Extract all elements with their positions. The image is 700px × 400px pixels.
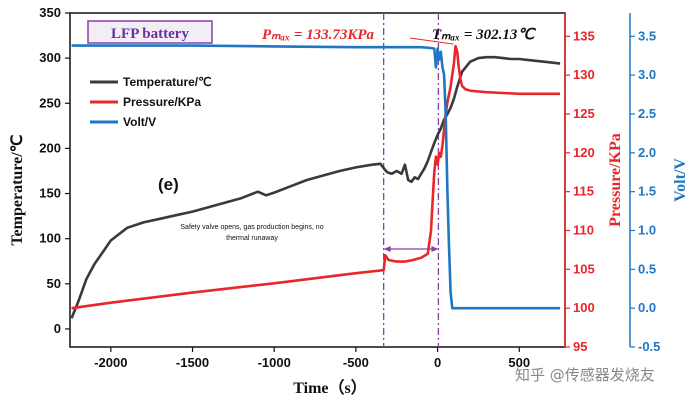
left-tick-label: 300 xyxy=(39,50,61,65)
battery-badge-box xyxy=(87,20,213,44)
watermark: 知乎 @传感器发烧友 xyxy=(515,366,655,384)
volt-tick-label: 3.0 xyxy=(638,67,656,82)
volt-tick-label: 0.5 xyxy=(638,261,656,276)
x-tick-label: 500 xyxy=(508,355,530,370)
battery-badge: LFP battery xyxy=(111,26,189,42)
x-tick-label: -1500 xyxy=(176,355,209,370)
volt-tick-label: 3.5 xyxy=(638,28,656,43)
left-tick-label: 0 xyxy=(54,321,61,336)
left-axis-title: Temperature/℃ xyxy=(9,134,26,245)
pressure-tick-label: 130 xyxy=(573,67,595,82)
volt-tick-label: -0.5 xyxy=(638,339,660,354)
legend-label-temperature: Temperature/℃ xyxy=(123,75,212,89)
left-tick-label: 250 xyxy=(39,95,61,110)
series-line-temperature xyxy=(70,55,561,319)
series-line-volt xyxy=(71,44,561,310)
pmax-pointer xyxy=(409,37,454,45)
pmax-label: Pₘₐₓ = 133.73KPa xyxy=(262,27,375,43)
x-axis-title: Time（s） xyxy=(293,379,367,397)
pressure-tick-label: 120 xyxy=(573,145,595,160)
x-tick-label: -500 xyxy=(343,355,369,370)
x-tick-label: -2000 xyxy=(94,355,127,370)
pressure-tick-label: 100 xyxy=(573,300,595,315)
left-tick-label: 100 xyxy=(39,231,61,246)
volt-tick-label: 0.0 xyxy=(638,300,656,315)
x-tick-label: 0 xyxy=(434,355,441,370)
volt-tick-label: 1.0 xyxy=(638,222,656,237)
left-tick-label: 150 xyxy=(39,186,61,201)
left-tick-label: 50 xyxy=(47,276,61,291)
pressure-tick-label: 105 xyxy=(573,261,595,276)
pressure-tick-label: 110 xyxy=(573,222,594,237)
left-tick-label: 350 xyxy=(39,5,61,20)
note-line-1: Safety valve opens, gas production begin… xyxy=(180,224,323,231)
pressure-axis-title: Pressure/KPa xyxy=(607,133,624,227)
pressure-tick-label: 125 xyxy=(573,106,595,121)
legend-label-volt: Volt/V xyxy=(123,115,156,129)
note-line-2: thermal runaway xyxy=(226,235,278,242)
pressure-tick-label: 135 xyxy=(573,28,595,43)
volt-tick-label: 2.5 xyxy=(638,106,656,121)
legend-label-pressure: Pressure/KPa xyxy=(123,95,201,109)
volt-tick-label: 2.0 xyxy=(638,145,656,160)
x-tick-label: -1000 xyxy=(258,355,291,370)
panel-label: (e) xyxy=(158,175,179,194)
note-arrow-head-left xyxy=(383,246,391,252)
volt-tick-label: 1.5 xyxy=(638,184,656,199)
plot-frame xyxy=(69,12,566,348)
volt-axis-title: Volt/V xyxy=(672,158,689,202)
legend: Temperature/℃ Pressure/KPa Volt/V xyxy=(90,75,212,129)
series-line-pressure xyxy=(71,44,561,310)
tmax-label: Tₘₐₓ = 302.13℃ xyxy=(432,27,536,43)
left-tick-label: 200 xyxy=(39,140,61,155)
note-arrow-head-right xyxy=(431,246,439,252)
pressure-tick-label: 95 xyxy=(573,339,587,354)
pressure-tick-label: 115 xyxy=(573,184,594,199)
